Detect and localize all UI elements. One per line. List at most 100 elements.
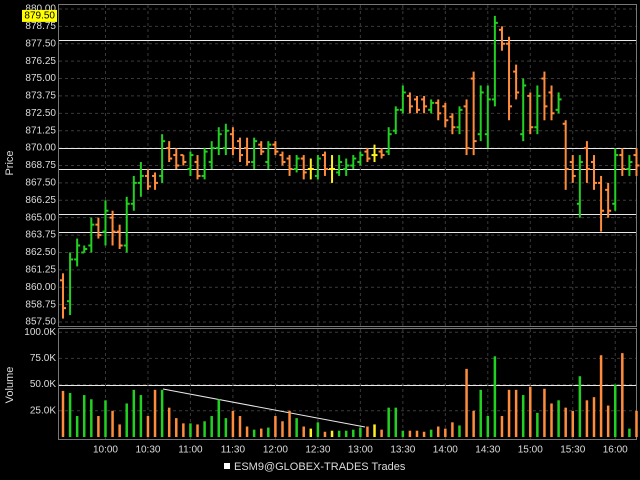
volume-bar [302,426,305,437]
volume-bar [472,410,475,437]
volume-bar [274,416,277,437]
volume-bar [146,416,150,437]
y-tick-label: 861.25 [25,265,56,276]
volume-bar [61,390,65,437]
x-tick-label: 11:00 [178,445,203,456]
volume-bar [387,407,390,437]
y-tick-label: 862.50 [25,247,56,258]
x-tick-label: 12:00 [263,445,288,456]
x-tick-label: 15:30 [560,445,585,456]
volume-bar [82,395,86,437]
volume-bar [160,389,164,437]
y-tick-label: 25.0K [30,405,56,416]
volume-bar [203,421,206,437]
volume-bar [132,389,136,437]
legend-swatch [224,463,230,469]
volume-bar [557,400,560,437]
volume-bar [267,427,270,437]
volume-bar [422,431,426,437]
y-tick-label: 863.75 [25,230,56,241]
y-tick-label: 857.50 [25,317,56,328]
y-tick-label: 872.50 [25,108,56,119]
volume-bar [196,424,199,437]
y-tick-label: 858.75 [25,299,56,310]
volume-bar [635,410,638,437]
volume-bar [182,423,185,437]
volume-bar [380,429,383,437]
volume-bar [288,410,291,437]
x-tick-label: 11:30 [221,445,246,456]
volume-bar [529,386,532,437]
volume-bar [97,416,100,437]
volume-bar [599,355,603,437]
x-tick-label: 14:00 [433,445,458,456]
volume-bar [585,400,589,437]
volume-bar [316,422,320,437]
volume-bar [139,395,143,437]
volume-bar [606,405,610,437]
x-tick-label: 13:00 [348,445,373,456]
volume-bar [210,416,213,437]
volume-bar [429,429,433,437]
y-tick-label: 50.0K [30,379,56,390]
volume-bar [252,429,256,437]
volume-bar [238,416,242,437]
volume-bar [550,403,553,437]
x-tick-label: 10:00 [93,445,118,456]
volume-bar [330,430,334,437]
volume-bar [175,418,178,437]
volume-bar [337,430,341,437]
x-tick-label: 15:00 [518,445,543,456]
volume-bar [189,423,192,437]
y-tick-label: 868.75 [25,160,56,171]
volume-bar [352,429,355,437]
y-tick-label: 876.25 [25,56,56,67]
x-tick-label: 13:30 [390,445,415,456]
y-tick-label: 865.00 [25,212,56,223]
volume-bar [394,407,398,437]
y-tick-label: 870.00 [25,143,56,154]
volume-bar [436,426,440,437]
volume-bar [486,416,490,437]
x-tick-label: 10:30 [135,445,160,456]
volume-bar [259,428,263,437]
trend-line [162,388,366,428]
volume-bar [543,388,546,437]
volume-bar [628,428,631,437]
volume-bar [521,395,525,437]
y-tick-label: 878.75 [25,21,56,32]
volume-bar [323,431,327,437]
volume-bar [344,430,348,437]
y-tick-label: 866.25 [25,195,56,206]
volume-bar [536,412,539,437]
volume-bar [75,416,79,437]
volume-bar [408,430,412,437]
volume-panel [58,328,637,440]
legend-label: ESM9@GLOBEX-TRADES Trades [234,461,406,473]
volume-bar [479,389,482,437]
price-marker-box [22,9,57,22]
volume-bar [465,368,468,437]
volume-bar [125,403,128,437]
volume-bar [507,389,511,437]
volume-bar [401,430,405,437]
volume-bar [90,399,93,437]
volume-bar [245,426,249,437]
volume-bar [68,392,72,437]
volume-bar [592,397,596,437]
x-tick-label: 16:00 [603,445,628,456]
y-tick-label: 100.0K [24,327,56,338]
volume-bar [104,400,107,437]
volume-bar [613,384,617,437]
y-tick-label: 880.00 [25,4,56,15]
y-tick-label: 860.00 [25,282,56,293]
volume-bar [167,407,171,437]
y-tick-label: 871.25 [25,125,56,136]
volume-bar [111,410,114,437]
volume-bar [281,421,284,437]
y-tick-label: 875.00 [25,73,56,84]
y-tick-label: 873.75 [25,91,56,102]
volume-bar [500,416,504,437]
